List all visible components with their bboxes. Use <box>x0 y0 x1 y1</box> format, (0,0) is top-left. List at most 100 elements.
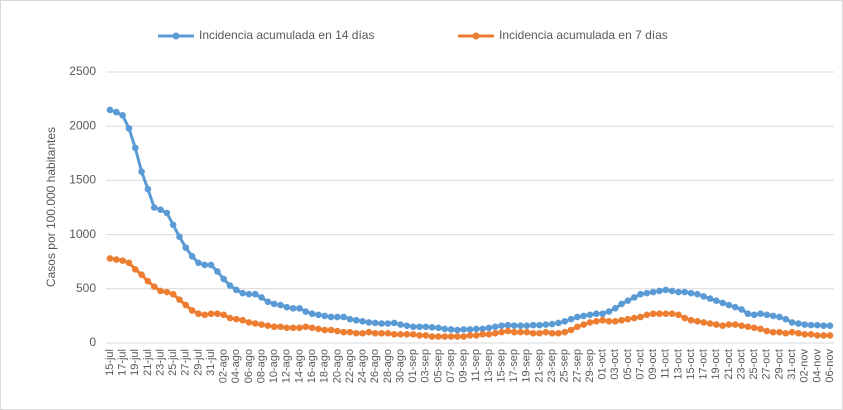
data-point <box>409 323 417 331</box>
data-point <box>106 255 114 262</box>
x-tick-label: 31-jul <box>205 349 217 376</box>
x-tick-label: 04-ago <box>230 349 242 383</box>
data-point <box>334 327 341 335</box>
x-tick-label: 12-ago <box>281 349 293 383</box>
data-point <box>814 332 821 339</box>
data-point <box>788 328 796 336</box>
data-point <box>491 323 499 331</box>
x-tick-label: 27-oct <box>761 349 773 380</box>
x-tick-label: 25-oct <box>748 349 760 380</box>
x-tick-label: 25-jul <box>167 349 179 376</box>
data-point <box>504 321 512 329</box>
data-point <box>713 297 720 305</box>
data-point <box>611 318 619 325</box>
data-point <box>245 290 253 298</box>
data-point <box>555 319 562 327</box>
data-point <box>529 329 537 337</box>
data-point <box>574 313 581 321</box>
data-point <box>327 313 335 321</box>
data-point <box>270 323 278 331</box>
data-point <box>226 282 234 289</box>
x-tick-label: 01-oct <box>597 349 609 380</box>
data-point <box>435 324 442 332</box>
data-point <box>491 329 499 337</box>
data-point <box>169 290 177 298</box>
data-point <box>694 290 701 298</box>
data-point <box>555 329 562 337</box>
data-point <box>498 328 505 336</box>
data-point <box>315 325 322 333</box>
data-point <box>226 314 234 322</box>
data-point <box>738 322 745 329</box>
data-point <box>144 277 152 285</box>
x-tick-label: 09-sep <box>458 349 470 383</box>
y-tick-label: 1500 <box>69 173 96 187</box>
data-point <box>769 328 777 336</box>
data-point <box>700 319 707 326</box>
data-point <box>536 321 543 329</box>
data-point <box>359 318 366 325</box>
data-point <box>542 321 550 328</box>
data-point <box>321 312 329 320</box>
data-point <box>157 287 164 295</box>
data-point <box>694 318 701 325</box>
data-point <box>504 327 512 335</box>
y-tick-label: 500 <box>76 281 96 295</box>
data-point <box>340 313 347 321</box>
legend-label: Incidencia acumulada en 14 días <box>199 28 374 42</box>
data-point <box>441 325 449 333</box>
data-point <box>668 310 676 318</box>
data-point <box>466 332 474 339</box>
x-tick-label: 07-oct <box>634 349 646 380</box>
x-tick-label: 05-sep <box>432 349 444 383</box>
x-tick-label: 11-sep <box>470 349 482 382</box>
data-point <box>428 333 436 340</box>
data-point <box>820 322 827 329</box>
data-point <box>176 233 183 241</box>
x-tick-label: 18-ago <box>319 349 331 383</box>
data-point <box>567 315 575 323</box>
data-point <box>599 316 606 324</box>
data-point <box>479 325 486 333</box>
x-tick-label: 17-jul <box>117 349 129 376</box>
data-point <box>302 323 310 331</box>
data-point <box>510 322 518 329</box>
data-point <box>637 313 644 321</box>
data-point <box>643 311 651 319</box>
data-point <box>656 310 663 318</box>
y-tick-label: 1000 <box>69 227 96 241</box>
data-point <box>403 331 411 338</box>
data-point <box>447 326 455 333</box>
data-point <box>580 312 587 320</box>
legend-item: Incidencia acumulada en 14 días <box>158 28 374 42</box>
data-point <box>624 315 632 323</box>
data-point <box>637 290 644 298</box>
data-point <box>270 300 278 308</box>
data-point <box>119 112 126 119</box>
x-tick-label: 14-ago <box>293 349 305 383</box>
x-tick-label: 29-oct <box>773 349 785 380</box>
data-point <box>251 290 259 298</box>
x-tick-label: 25-sep <box>559 349 571 383</box>
data-point <box>220 311 227 319</box>
x-tick-label: 17-oct <box>698 349 710 380</box>
x-tick-label: 11-oct <box>660 349 672 379</box>
data-point <box>416 332 423 339</box>
data-point <box>731 303 739 311</box>
data-point <box>567 326 575 334</box>
data-point <box>340 328 347 336</box>
x-tick-label: 21-sep <box>533 349 545 383</box>
data-point <box>795 320 802 327</box>
data-point <box>365 328 373 336</box>
data-point <box>605 318 613 325</box>
data-point <box>738 306 745 313</box>
data-point <box>814 321 821 329</box>
data-point <box>214 310 221 318</box>
data-point <box>144 185 152 193</box>
data-point <box>378 329 385 337</box>
data-point <box>561 318 569 325</box>
data-point <box>744 310 752 318</box>
x-tick-label: 20-ago <box>331 349 343 383</box>
